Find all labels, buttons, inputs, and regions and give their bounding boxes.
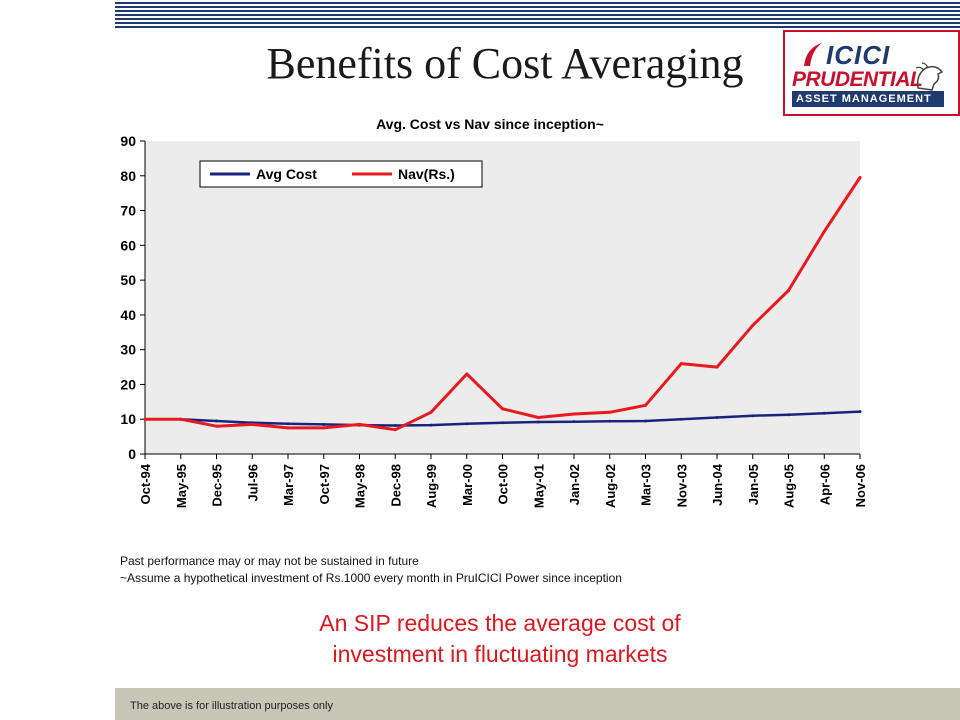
x-tick-label: Dec-98: [388, 464, 403, 507]
data-point: [858, 176, 862, 180]
y-tick-label: 90: [120, 133, 136, 149]
data-point: [429, 410, 433, 414]
x-tick-label: Jun-04: [710, 463, 725, 506]
logo-bar: [792, 91, 944, 107]
x-tick-label: May-95: [174, 464, 189, 508]
nav-vs-avg-cost-chart: Avg. Cost vs Nav since inception~ 0 10 20 3…: [120, 116, 868, 508]
x-tick-label: Aug-02: [603, 464, 618, 508]
x-tick-label: Jan-02: [567, 464, 582, 505]
data-point: [787, 289, 790, 293]
y-tick-label: 10: [120, 411, 136, 427]
x-tick-label: Oct-00: [496, 464, 511, 504]
x-tick-label: Oct-94: [138, 463, 153, 504]
slide-title: Benefits of Cost Averaging: [266, 39, 744, 88]
data-point: [608, 419, 612, 423]
chart-title: Avg. Cost vs Nav since inception~: [376, 116, 604, 132]
x-tick-label: Aug-05: [782, 464, 797, 508]
chart-legend: Avg Cost Nav(Rs.): [199, 160, 483, 188]
data-point: [822, 411, 826, 415]
data-point: [536, 420, 540, 424]
x-tick-label: Apr-06: [817, 464, 832, 505]
logo-head-icon: [915, 62, 944, 91]
legend-label: Avg Cost: [256, 166, 317, 182]
y-tick-label: 20: [120, 376, 136, 392]
disclaimer-hypothetical: ~Assume a hypothetical investment of Rs.…: [120, 571, 622, 585]
x-tick-label: Mar-97: [281, 464, 296, 506]
data-point: [644, 403, 647, 407]
data-point: [393, 428, 397, 432]
data-point: [536, 415, 540, 419]
data-point: [286, 422, 290, 426]
disclaimer-past-performance: Past performance may or may not be susta…: [120, 554, 419, 568]
x-tick-label: Jul-96: [245, 464, 260, 502]
x-tick-label: May-98: [353, 464, 368, 508]
y-tick-label: 70: [120, 203, 136, 219]
data-point: [393, 423, 397, 427]
x-tick-label: Nov-06: [853, 464, 868, 507]
x-tick-label: May-01: [531, 464, 546, 508]
data-point: [215, 424, 218, 428]
x-tick-label: Oct-97: [317, 464, 332, 504]
data-point: [465, 422, 469, 426]
data-point: [572, 412, 576, 416]
data-point: [858, 410, 862, 414]
x-tick-label: Nov-03: [674, 464, 689, 507]
data-point: [715, 365, 719, 369]
key-message: An SIP reduces the average cost of inves…: [240, 608, 760, 670]
x-tick-label: Dec-95: [210, 464, 225, 507]
chart-series: [143, 176, 862, 432]
data-point: [679, 417, 683, 421]
y-tick-label: 30: [120, 342, 136, 358]
data-point: [429, 423, 433, 427]
footer-bar: The above is for illustration purposes o…: [115, 688, 960, 720]
data-point: [322, 422, 326, 426]
y-tick-label: 60: [120, 237, 136, 253]
data-point: [715, 415, 719, 419]
logo-line-1: ICICI: [826, 40, 891, 70]
key-message-line-1: An SIP reduces the average cost of: [319, 610, 681, 636]
key-message-line-2: investment in fluctuating markets: [332, 641, 668, 667]
data-point: [358, 422, 361, 426]
footer-text: The above is for illustration purposes o…: [130, 700, 333, 712]
x-tick-label: Mar-00: [460, 464, 475, 506]
data-point: [751, 414, 755, 418]
data-point: [679, 362, 683, 366]
y-tick-label: 50: [120, 272, 136, 288]
logo-line-3: ASSET MANAGEMENT: [796, 93, 932, 105]
data-point: [572, 420, 576, 424]
data-point: [322, 426, 326, 430]
x-tick-label: Jan-05: [746, 464, 761, 505]
data-point: [215, 419, 218, 423]
data-point: [787, 413, 790, 417]
data-point: [608, 410, 612, 414]
data-point: [143, 417, 147, 421]
data-point: [286, 426, 290, 430]
data-point: [465, 372, 469, 376]
chart-axes: 0 10 20 30 40 50 60 70 80 90 Oct-94 May-95 Dec-95 Jul…: [120, 133, 868, 508]
logo-line-2: PRUDENTIAL: [792, 68, 923, 91]
data-point: [250, 422, 254, 426]
data-point: [501, 407, 504, 411]
y-tick-label: 80: [120, 168, 136, 184]
legend-label: Nav(Rs.): [398, 166, 455, 182]
data-point: [644, 419, 647, 423]
data-point: [501, 421, 504, 425]
data-point: [751, 323, 755, 327]
y-tick-label: 0: [128, 446, 136, 462]
x-tick-label: Aug-99: [424, 464, 439, 508]
x-tick-label: Mar-03: [639, 464, 654, 506]
plot-background: [145, 141, 860, 454]
header-stripes: [115, 0, 960, 30]
data-point: [179, 417, 183, 421]
logo-swoosh-icon: [804, 43, 822, 66]
data-point: [822, 229, 826, 233]
y-tick-label: 40: [120, 307, 136, 323]
